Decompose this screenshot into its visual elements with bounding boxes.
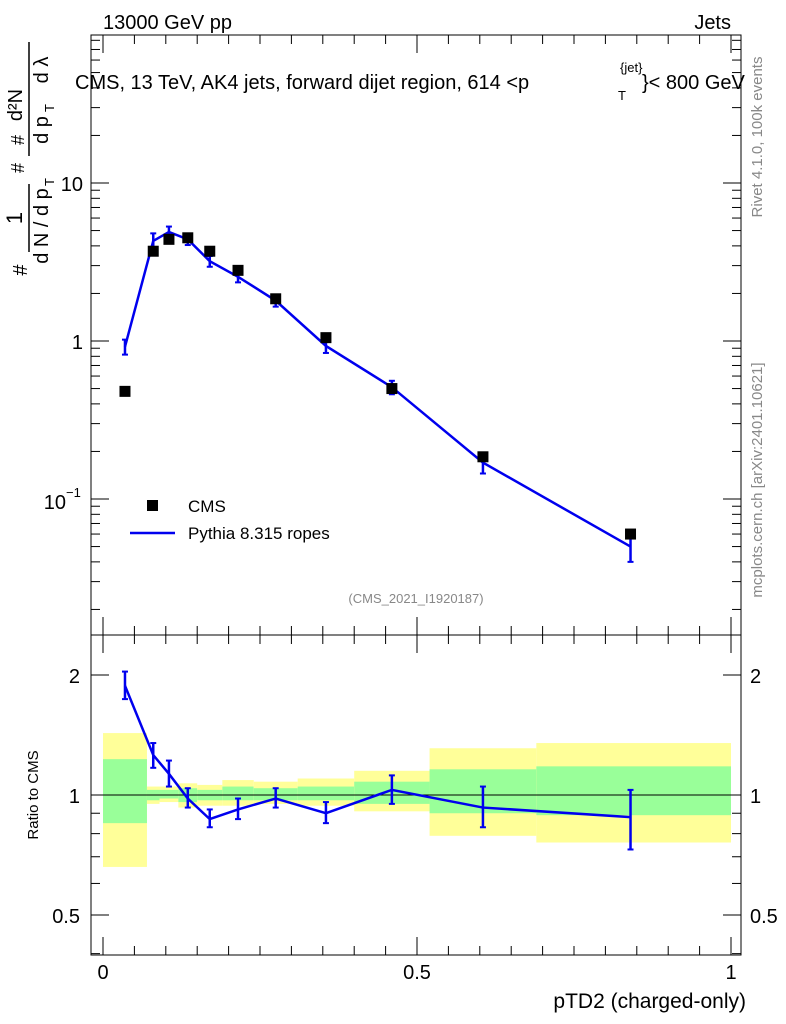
ratio-band-green <box>222 786 254 801</box>
cms-marker <box>119 385 131 397</box>
y-label-hash-1: # <box>10 264 32 276</box>
x-tick-label-0.5: 0.5 <box>403 962 431 984</box>
ratio-band-green <box>159 789 179 799</box>
cms-marker <box>270 293 282 305</box>
cms-marker <box>232 264 244 276</box>
main-y-tick-label-0.1: 10 <box>44 492 66 514</box>
y-label-hash-3: # <box>8 135 28 145</box>
ratio-line <box>123 685 631 821</box>
cms-marker <box>147 245 159 257</box>
ratio-y-tick-label-1-left: 1 <box>69 786 80 808</box>
main-title: CMS, 13 TeV, AK4 jets, forward dijet reg… <box>75 60 746 103</box>
rivet-version-label: Rivet 4.1.0, 100k events <box>749 57 766 218</box>
main-y-tick-label-1: 1 <box>72 332 83 354</box>
cms-marker <box>320 332 332 344</box>
ratio-y-tick-label-1-right: 1 <box>750 786 761 808</box>
y-label-frac2-sub: T <box>42 104 57 112</box>
ratio-uncertainty-bands <box>103 733 731 867</box>
y-label-frac2-num: d²N <box>5 89 27 121</box>
ratio-y-axis-label: Ratio to CMS <box>25 750 42 839</box>
legend-label-pythia: Pythia 8.315 ropes <box>188 524 330 543</box>
legend-label-cms: CMS <box>188 497 226 516</box>
ratio-axis-ticks <box>91 635 741 955</box>
cms-marker <box>182 232 194 244</box>
main-axis-ticks <box>91 35 741 635</box>
cms-marker <box>625 528 637 540</box>
ratio-y-tick-label-0.5-right: 0.5 <box>750 906 778 928</box>
x-tick-label-0: 0 <box>97 962 108 984</box>
ratio-band-green <box>297 786 355 801</box>
main-y-tick-label-0.1-exp: −1 <box>66 485 81 500</box>
header-left: 13000 GeV pp <box>103 12 232 34</box>
analysis-id: (CMS_2021_I1920187) <box>348 591 483 606</box>
y-label-hash-2: # <box>8 163 28 173</box>
main-title-sub: T <box>618 88 626 103</box>
x-axis-label: pTD2 (charged-only) <box>553 990 746 1013</box>
cms-marker <box>386 383 398 395</box>
ratio-y-tick-label-2-right: 2 <box>750 666 761 688</box>
y-label-den: d N / d p <box>31 188 53 264</box>
y-label-frac2-tail: d λ <box>31 57 53 84</box>
main-title-end: }< 800 GeV <box>642 72 746 94</box>
legend: CMS Pythia 8.315 ropes <box>130 497 330 543</box>
header-right: Jets <box>694 12 731 34</box>
main-title-sup: {jet} <box>620 60 643 75</box>
y-label-den-sub: T <box>42 178 57 186</box>
cms-marker <box>163 233 175 245</box>
ratio-y-tick-label-2-left: 2 <box>69 666 80 688</box>
cms-markers <box>119 232 637 540</box>
main-y-tick-label-10: 10 <box>61 174 83 196</box>
y-label-one: 1 <box>2 212 27 224</box>
cms-marker <box>477 451 489 463</box>
mcplots-label: mcplots.cern.ch [arXiv:2401.10621] <box>749 362 766 597</box>
cms-marker <box>204 245 216 257</box>
ratio-y-tick-label-0.5-left: 0.5 <box>52 906 80 928</box>
main-plot-frame <box>90 34 742 636</box>
y-label-frac2-den: d p <box>31 116 53 144</box>
ratio-band-green <box>103 759 147 824</box>
main-y-axis-label: # 1 d N / d p T # d²N d p T d λ # <box>2 42 57 276</box>
legend-marker-cms <box>147 500 158 511</box>
ratio-band-green <box>536 766 731 816</box>
main-title-text: CMS, 13 TeV, AK4 jets, forward dijet reg… <box>75 72 529 94</box>
x-tick-label-1: 1 <box>725 962 736 984</box>
